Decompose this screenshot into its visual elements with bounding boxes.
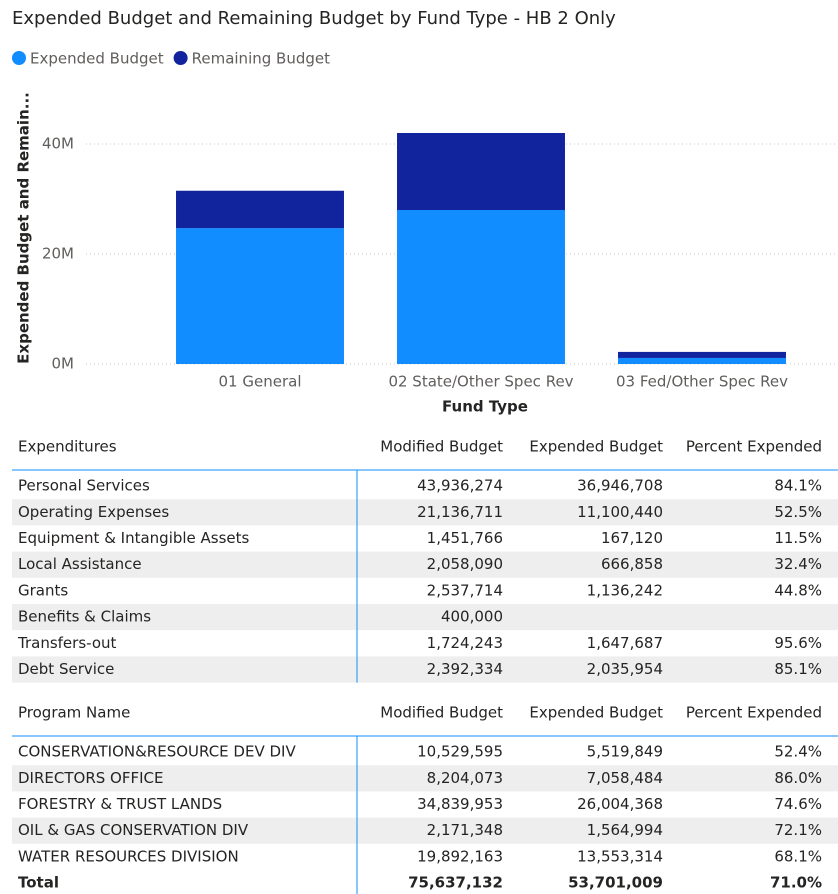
table-cell: 75,637,132 [408,874,503,892]
table-cell: 2,537,714 [427,581,503,599]
y-axis-label: Expended Budget and Remain... [15,92,33,364]
column-header: Percent Expended [686,438,822,456]
table-cell: 666,858 [601,555,663,573]
table-cell: 1,647,687 [587,634,663,652]
table-cell: 52.4% [774,743,822,761]
x-axis-label: Fund Type [442,398,528,416]
table-cell: 2,392,334 [427,660,503,678]
table-cell: Local Assistance [18,555,142,573]
table-cell: 85.1% [774,660,822,678]
table-cell: OIL & GAS CONSERVATION DIV [18,821,249,839]
table-cell: WATER RESOURCES DIVISION [18,847,239,865]
table-cell: 2,171,348 [427,821,503,839]
table-cell: FORESTRY & TRUST LANDS [18,795,222,813]
chart-title: Expended Budget and Remaining Budget by … [12,8,616,29]
row-background [12,551,838,578]
x-tick-label: 03 Fed/Other Spec Rev [616,373,788,391]
table-cell: Debt Service [18,660,114,678]
bar-segment [618,351,786,358]
x-tick-label: 01 General [219,373,302,391]
column-header: Expended Budget [529,704,663,722]
y-tick-label: 0M [52,355,75,373]
column-header: Percent Expended [686,704,822,722]
column-header: Expenditures [18,438,117,456]
table-cell: 1,136,242 [587,581,663,599]
table-cell: 71.0% [770,874,822,892]
table-cell: 2,058,090 [427,555,503,573]
bar-segment [176,190,344,229]
table-cell: 74.6% [774,795,822,813]
y-tick-label: 20M [42,245,74,263]
row-background [12,499,838,526]
legend-label: Expended Budget [30,50,164,68]
legend-swatch [173,51,188,65]
table-cell: 44.8% [774,581,822,599]
table-cell: 11.5% [774,529,822,547]
table-cell: Transfers-out [17,634,117,652]
table-cell: 32.4% [774,555,822,573]
column-header: Program Name [18,704,130,722]
table-cell: Grants [18,581,68,599]
table-cell: 10,529,595 [417,743,503,761]
table-cell: 72.1% [774,821,822,839]
table-cell: DIRECTORS OFFICE [18,769,163,787]
table-cell: 11,100,440 [577,503,663,521]
table-cell: 43,936,274 [417,477,503,495]
table-cell: 19,892,163 [417,847,503,865]
table-cell: 1,564,994 [587,821,663,839]
legend-label: Remaining Budget [192,50,330,68]
table-cell: Total [18,874,59,892]
table-cell: 84.1% [774,477,822,495]
table-cell: 5,519,849 [587,743,663,761]
table-cell: 86.0% [774,769,822,787]
bar-segment [397,133,565,210]
bar-segment [176,228,344,364]
row-background [12,765,838,792]
table-cell: 26,004,368 [577,795,663,813]
table-cell: 21,136,711 [417,503,503,521]
column-header: Expended Budget [529,438,663,456]
table-cell: 13,553,314 [577,847,663,865]
column-header: Modified Budget [380,704,503,722]
table-cell: Operating Expenses [18,503,169,521]
table-cell: CONSERVATION&RESOURCE DEV DIV [18,743,296,761]
table-cell: 52.5% [774,503,822,521]
table-cell: 36,946,708 [577,477,663,495]
table-cell: Benefits & Claims [18,608,151,626]
y-tick-label: 40M [42,135,74,153]
table-cell: 8,204,073 [427,769,503,787]
table-cell: 53,701,009 [568,874,663,892]
legend-swatch [12,51,26,65]
bar-segment [618,357,786,364]
table-cell: Personal Services [18,477,150,495]
row-background [12,604,838,631]
table-cell: 167,120 [601,529,663,547]
table-cell: 34,839,953 [417,795,503,813]
row-background [12,817,838,844]
table-cell: 7,058,484 [587,769,663,787]
table-cell: 400,000 [441,608,503,626]
table-cell: Equipment & Intangible Assets [18,529,250,547]
bar-segment [397,210,565,364]
table-cell: 68.1% [774,847,822,865]
table-cell: 1,451,766 [427,529,503,547]
table-cell: 95.6% [774,634,822,652]
table-cell: 1,724,243 [427,634,503,652]
row-background [12,656,838,683]
x-tick-label: 02 State/Other Spec Rev [388,373,573,391]
table-cell: 2,035,954 [587,660,663,678]
column-header: Modified Budget [380,438,503,456]
